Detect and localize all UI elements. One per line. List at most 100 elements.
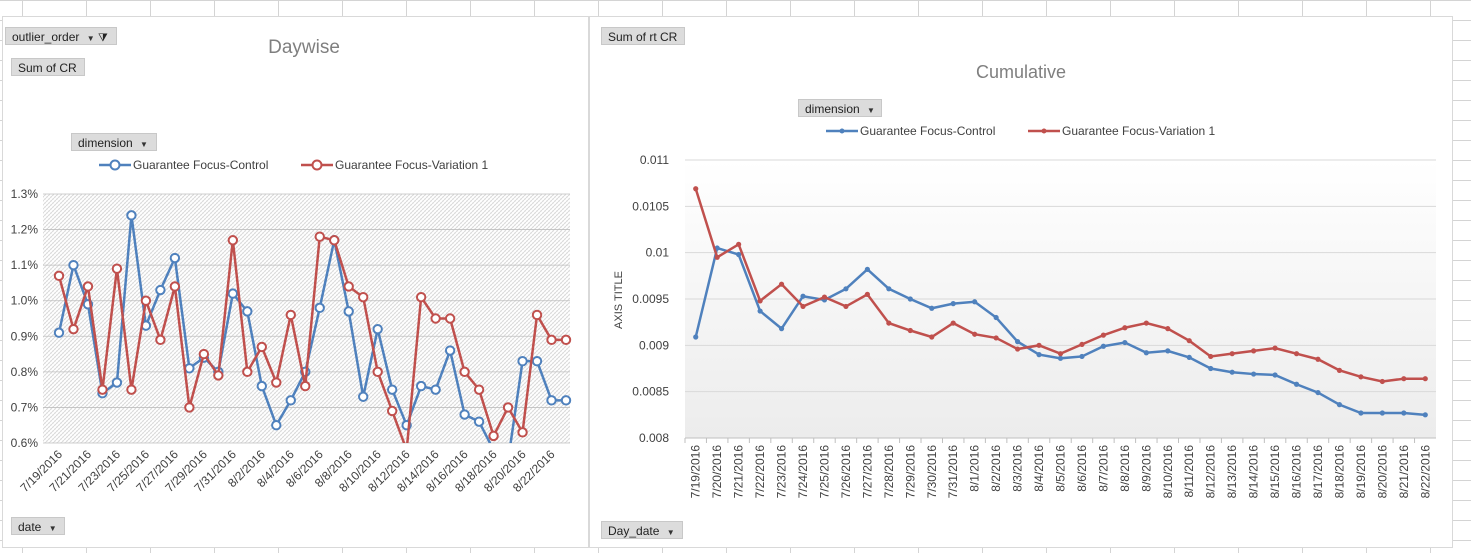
daywise-data-point[interactable] (459, 366, 470, 378)
cumulative-data-point[interactable] (1315, 389, 1321, 396)
cumulative-data-point[interactable] (1143, 320, 1149, 326)
daywise-data-point[interactable] (53, 327, 65, 338)
cumulative-data-point[interactable] (1186, 338, 1192, 344)
daywise-data-point[interactable] (271, 420, 282, 431)
daywise-data-point[interactable] (415, 380, 427, 392)
cumulative-data-point[interactable] (757, 298, 763, 304)
cumulative-data-point[interactable] (1379, 378, 1385, 385)
daywise-data-point[interactable] (343, 281, 354, 292)
daywise-data-point[interactable] (372, 323, 383, 335)
cumulative-data-point[interactable] (693, 186, 699, 192)
cumulative-data-point[interactable] (1165, 348, 1171, 354)
cumulative-data-point[interactable] (929, 305, 935, 311)
daywise-data-point[interactable] (560, 395, 572, 406)
cumulative-data-point[interactable] (1422, 376, 1428, 382)
daywise-data-point[interactable] (444, 313, 456, 324)
cumulative-data-point[interactable] (993, 314, 999, 321)
cumulative-data-point[interactable] (1358, 410, 1364, 416)
cumulative-data-point[interactable] (778, 281, 785, 287)
cumulative-data-point[interactable] (1358, 374, 1364, 380)
cumulative-data-point[interactable] (950, 301, 956, 307)
cumulative-data-point[interactable] (1186, 354, 1192, 360)
daywise-data-point[interactable] (155, 284, 166, 296)
daywise-data-point[interactable] (386, 405, 398, 417)
daywise-data-point[interactable] (358, 291, 369, 303)
cumulative-data-point[interactable] (1143, 350, 1149, 356)
cumulative-chart-area[interactable]: Cumulative 0.011 0.0105 0.01 0.0095 0.009 0.0… (589, 16, 1453, 548)
daywise-data-point[interactable] (140, 295, 152, 306)
daywise-data-point[interactable] (126, 384, 137, 395)
cumulative-data-point[interactable] (1251, 348, 1257, 354)
daywise-data-point[interactable] (517, 355, 528, 367)
cumulative-data-point[interactable] (1208, 353, 1214, 360)
daywise-data-point[interactable] (488, 430, 499, 442)
daywise-data-point[interactable] (546, 334, 557, 346)
cumulative-data-point[interactable] (864, 291, 870, 297)
daywise-data-point[interactable] (386, 384, 398, 395)
cumulative-data-point[interactable] (1272, 372, 1278, 378)
daywise-data-point[interactable] (285, 395, 296, 406)
cumulative-data-point[interactable] (907, 296, 913, 302)
date-axis-button[interactable]: date ▼ (11, 517, 65, 535)
cumulative-data-point[interactable] (907, 327, 913, 334)
daywise-data-point[interactable] (184, 363, 195, 374)
cumulative-data-point[interactable] (1315, 356, 1321, 362)
daywise-data-point[interactable] (271, 377, 282, 388)
daywise-data-point[interactable] (111, 377, 123, 388)
daywise-data-point[interactable] (126, 210, 137, 221)
daywise-data-point[interactable] (169, 281, 181, 292)
cumulative-data-point[interactable] (1229, 351, 1235, 357)
cumulative-data-point[interactable] (714, 254, 720, 260)
cumulative-data-point[interactable] (1336, 367, 1343, 373)
daywise-data-point[interactable] (53, 270, 65, 282)
cumulative-data-point[interactable] (1229, 369, 1235, 375)
cumulative-data-point[interactable] (1122, 339, 1128, 346)
cumulative-data-point[interactable] (864, 266, 870, 272)
cumulative-data-point[interactable] (1336, 402, 1343, 408)
cumulative-data-point[interactable] (1079, 341, 1085, 348)
daywise-data-point[interactable] (502, 402, 514, 413)
cumulative-data-point[interactable] (1165, 326, 1171, 332)
cumulative-data-point[interactable] (1057, 355, 1064, 361)
cumulative-data-point[interactable] (1422, 412, 1428, 418)
sum-of-cr-button[interactable]: Sum of CR (11, 58, 85, 76)
cumulative-data-point[interactable] (1100, 332, 1107, 338)
daywise-data-point[interactable] (82, 281, 94, 292)
cumulative-data-point[interactable] (972, 299, 978, 305)
cumulative-data-point[interactable] (1122, 325, 1128, 331)
daywise-data-point[interactable] (285, 309, 296, 321)
daywise-data-point[interactable] (343, 306, 354, 317)
cumulative-data-point[interactable] (886, 320, 892, 326)
daywise-data-point[interactable] (68, 259, 79, 271)
cumulative-data-point[interactable] (1014, 346, 1021, 352)
cumulative-data-point[interactable] (1079, 353, 1085, 360)
daywise-chart-area[interactable]: Daywise 1.3% 1.2% 1.1% 1.0% 0.9% 0.8% 0.7% 0.6%… (2, 16, 589, 548)
daywise-data-point[interactable] (459, 409, 470, 420)
cumulative-data-point[interactable] (1379, 410, 1385, 416)
sum-of-rt-cr-button[interactable]: Sum of rt CR (601, 27, 685, 45)
cumulative-data-point[interactable] (1036, 352, 1042, 358)
daywise-data-point[interactable] (314, 231, 325, 242)
daywise-data-point[interactable] (444, 345, 456, 356)
daywise-data-point[interactable] (329, 235, 340, 246)
daywise-data-point[interactable] (473, 384, 485, 395)
cumulative-data-point[interactable] (1401, 376, 1407, 382)
cumulative-data-point[interactable] (1272, 345, 1278, 351)
cumulative-data-point[interactable] (950, 320, 956, 326)
cumulative-data-point[interactable] (757, 308, 763, 314)
day-date-axis-button[interactable]: Day_date ▼ (601, 521, 683, 539)
daywise-data-point[interactable] (198, 348, 210, 360)
daywise-data-point[interactable] (242, 306, 253, 317)
cumulative-data-point[interactable] (972, 331, 978, 337)
daywise-data-point[interactable] (415, 291, 427, 303)
daywise-data-point[interactable] (560, 334, 572, 346)
daywise-data-point[interactable] (531, 309, 543, 321)
daywise-data-point[interactable] (546, 395, 557, 406)
dimension-legend-button[interactable]: dimension ▼ (71, 133, 157, 151)
cumulative-data-point[interactable] (993, 335, 999, 341)
daywise-data-point[interactable] (300, 380, 311, 392)
cumulative-data-point[interactable] (1208, 365, 1214, 372)
cumulative-data-point[interactable] (1251, 371, 1257, 377)
daywise-data-point[interactable] (169, 252, 181, 264)
cumulative-data-point[interactable] (1293, 381, 1300, 387)
